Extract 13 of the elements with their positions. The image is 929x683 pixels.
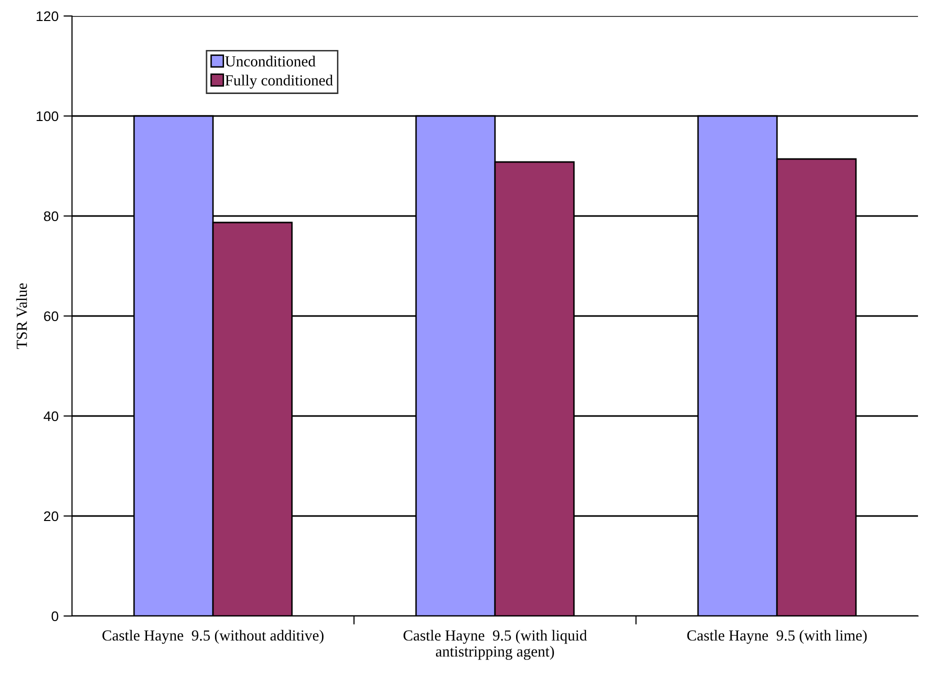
legend-label: Fully conditioned	[225, 74, 333, 89]
y-tick-label: 20	[44, 511, 58, 522]
y-tick-label: 120	[36, 11, 58, 22]
y-tick-label: 60	[44, 311, 58, 322]
x-tick-label: Castle Hayne 9.5 (with liquid antistripping agent)	[404, 630, 587, 660]
x-tick-label: Castle Hayne 9.5 (without additive)	[102, 630, 324, 644]
y-axis-title: TSR Value	[16, 283, 28, 349]
y-tick-label: 100	[36, 111, 58, 122]
y-tick-label: 80	[44, 211, 58, 222]
y-tick-label: 0	[52, 611, 58, 622]
y-tick-label: 40	[44, 411, 58, 422]
legend-label: Unconditioned	[225, 56, 316, 67]
x-tick-label: Castle Hayne 9.5 (with lime)	[687, 630, 867, 644]
